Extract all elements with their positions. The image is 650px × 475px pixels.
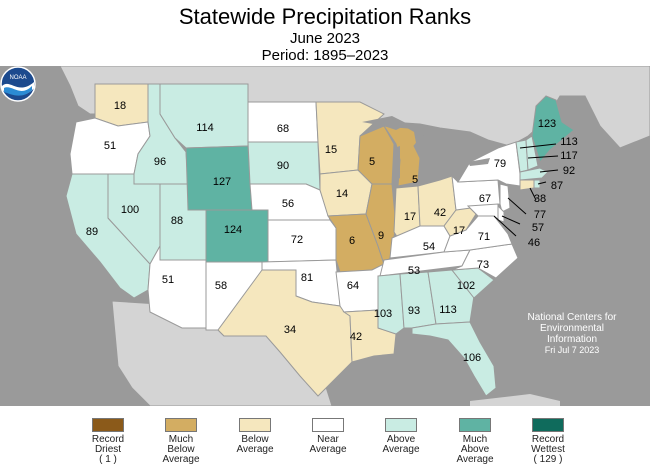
rank-FL: 106 [462, 352, 482, 364]
rank-GA: 113 [439, 304, 457, 316]
rank-NV: 100 [120, 204, 140, 216]
map-title: Statewide Precipitation Ranks [178, 4, 472, 29]
state-CT [519, 179, 535, 191]
rank-MT: 114 [196, 122, 214, 134]
ncei-line1: National Centers for [527, 312, 617, 323]
state-FL [411, 321, 497, 397]
legend-swatch [92, 418, 124, 432]
ncei-line2: Environmental [540, 323, 604, 334]
rank-DE: 57 [531, 222, 545, 234]
state-CO [205, 209, 269, 263]
legend-record-driest: Record Driest ( 1 ) [68, 418, 148, 465]
map-period: Period: 1895–2023 [261, 47, 389, 64]
rank-NM: 58 [214, 280, 228, 292]
great-lakes [362, 116, 490, 182]
rank-ME: 123 [537, 118, 557, 130]
map-svg [59, 66, 650, 406]
rank-OK: 81 [300, 272, 314, 284]
rank-WY: 127 [212, 176, 232, 188]
legend-swatch [312, 418, 344, 432]
rank-AR: 64 [346, 280, 360, 292]
legend: Record Driest ( 1 ) Much Below Average B… [0, 418, 650, 475]
svg-text:NOAA: NOAA [9, 75, 26, 81]
rank-NH: 113 [560, 136, 578, 148]
cuba-land [470, 394, 560, 406]
rank-TN: 53 [407, 265, 421, 277]
rank-MI: 5 [411, 174, 419, 186]
rank-NY: 79 [493, 158, 507, 170]
state-RI [533, 179, 541, 189]
state-ND [247, 101, 319, 143]
state-NJ [499, 183, 511, 213]
state-MS [377, 273, 405, 335]
leader-lines [493, 143, 559, 237]
rank-CA: 89 [85, 226, 99, 238]
state-NH [525, 135, 539, 171]
rank-PA: 67 [478, 193, 492, 205]
rank-WI: 5 [368, 156, 376, 168]
rank-WA: 18 [113, 100, 127, 112]
legend-much-above: Much Above Average [435, 418, 515, 465]
rank-NC: 73 [476, 259, 490, 271]
state-AR [335, 263, 385, 313]
legend-swatch [385, 418, 417, 432]
rank-KS: 72 [290, 234, 304, 246]
rank-MD: 46 [527, 237, 541, 249]
rank-OH: 42 [433, 207, 447, 219]
ncei-date: Fri Jul 7 2023 [544, 345, 600, 355]
rank-LA: 42 [349, 331, 363, 343]
rank-NE: 56 [281, 198, 295, 210]
title-block: Statewide Precipitation Ranks June 2023 … [0, 4, 650, 64]
ncei-credit: National Centers for Environmental Infor… [516, 312, 628, 356]
legend-below: Below Average [215, 418, 295, 455]
legend-above: Above Average [361, 418, 441, 455]
rank-CO: 124 [223, 224, 243, 236]
ncei-line3: Information [546, 334, 598, 345]
precipitation-map: 18 51 89 96 100 88 51 114 127 124 58 68 … [0, 66, 650, 406]
rank-AL: 93 [407, 305, 421, 317]
legend-swatch [532, 418, 564, 432]
rank-NJ: 77 [533, 209, 547, 221]
rank-VA: 71 [477, 231, 491, 243]
legend-swatch [165, 418, 197, 432]
legend-swatch [459, 418, 491, 432]
state-TX [217, 269, 353, 397]
legend-near: Near Average [288, 418, 368, 455]
rank-IA: 14 [335, 188, 349, 200]
rank-SD: 90 [276, 160, 290, 172]
rank-IN: 17 [403, 211, 417, 223]
state-WI [357, 125, 395, 185]
rank-OR: 51 [103, 140, 117, 152]
rank-KY: 54 [422, 241, 436, 253]
rank-AZ: 51 [161, 274, 175, 286]
rank-MN: 15 [324, 144, 338, 156]
rank-VT: 117 [560, 150, 578, 162]
rank-UT: 88 [170, 215, 184, 227]
state-MA [519, 167, 549, 181]
rank-RI: 87 [550, 180, 564, 192]
rank-IL: 9 [377, 230, 385, 242]
state-PA [451, 174, 501, 211]
rank-ND: 68 [276, 123, 290, 135]
map-month: June 2023 [289, 30, 361, 47]
rank-TX: 34 [283, 324, 297, 336]
noaa-logo-icon: NOAA [0, 66, 36, 102]
rank-MS: 103 [373, 308, 393, 320]
rank-MO: 6 [348, 235, 356, 247]
rank-ID: 96 [153, 156, 167, 168]
legend-much-below: Much Below Average [141, 418, 221, 465]
legend-swatch [239, 418, 271, 432]
rank-SC: 102 [456, 280, 476, 292]
rank-MA: 92 [562, 165, 576, 177]
state-NY [457, 141, 521, 187]
rank-CT: 38 [533, 193, 547, 205]
rank-WV: 17 [452, 225, 466, 237]
legend-record-wettest: Record Wettest ( 129 ) [508, 418, 588, 465]
